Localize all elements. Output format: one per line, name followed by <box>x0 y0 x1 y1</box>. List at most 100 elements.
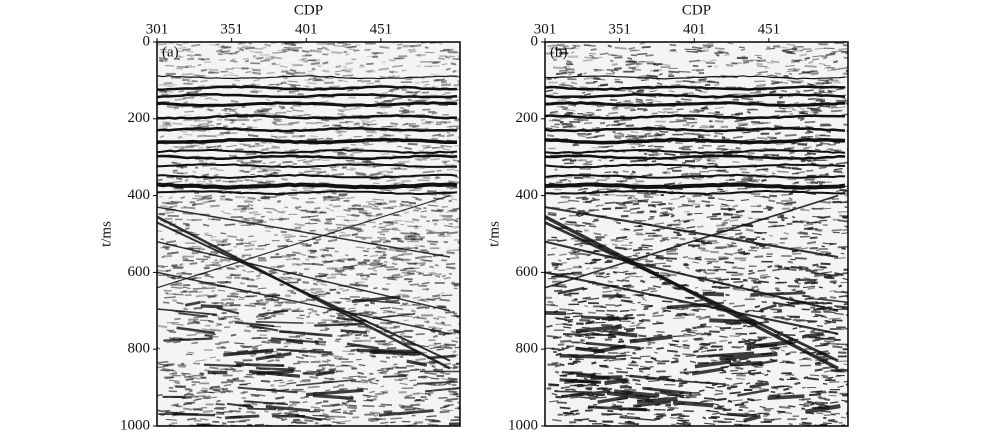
noise <box>803 376 809 380</box>
noise <box>401 88 407 92</box>
noise <box>416 271 422 274</box>
noise <box>236 349 249 353</box>
noise <box>367 218 372 222</box>
noise <box>603 275 610 279</box>
noise <box>840 281 848 284</box>
noise <box>727 400 732 403</box>
noise <box>810 72 819 76</box>
noise <box>224 223 236 227</box>
noise <box>804 64 817 68</box>
noise <box>559 308 569 311</box>
noise <box>372 315 378 318</box>
noise <box>552 118 561 122</box>
noise <box>269 169 281 172</box>
event-segment <box>406 359 428 367</box>
noise <box>391 70 398 74</box>
noise <box>210 98 218 101</box>
noise <box>247 196 256 200</box>
noise <box>559 363 565 367</box>
noise <box>614 271 625 274</box>
noise <box>392 64 404 68</box>
noise <box>812 58 820 61</box>
noise <box>668 72 673 76</box>
noise <box>401 271 412 275</box>
noise <box>686 50 699 54</box>
noise <box>548 46 559 49</box>
noise <box>176 57 180 61</box>
noise <box>346 168 354 171</box>
noise <box>792 181 800 185</box>
noise <box>445 97 453 101</box>
noise <box>367 70 376 74</box>
noise <box>347 307 356 310</box>
noise <box>392 255 399 259</box>
noise <box>731 345 741 349</box>
noise <box>452 69 457 73</box>
noise <box>335 415 346 419</box>
noise <box>560 105 569 109</box>
noise <box>584 386 593 390</box>
noise <box>396 249 407 253</box>
noise <box>649 154 655 157</box>
noise <box>164 42 176 45</box>
noise <box>840 416 847 419</box>
noise <box>683 219 690 224</box>
noise <box>435 327 443 330</box>
reflector <box>157 114 458 120</box>
noise <box>600 69 605 72</box>
dipping-event <box>157 195 451 289</box>
noise <box>303 113 312 116</box>
noise <box>836 106 846 109</box>
event-segment <box>256 369 294 376</box>
noise <box>670 84 681 86</box>
noise <box>387 310 396 314</box>
noise <box>213 173 219 177</box>
noise <box>337 313 344 317</box>
noise <box>249 50 256 53</box>
noise <box>289 148 299 152</box>
noise <box>322 249 330 252</box>
noise <box>389 87 400 92</box>
noise <box>814 81 821 84</box>
noise <box>265 299 276 302</box>
noise <box>377 230 389 234</box>
noise <box>358 283 369 288</box>
noise <box>597 104 605 108</box>
noise <box>185 378 194 381</box>
noise <box>695 239 705 243</box>
noise <box>166 83 178 86</box>
noise <box>807 286 816 290</box>
noise <box>716 49 724 52</box>
noise <box>351 214 360 217</box>
noise <box>331 51 342 54</box>
y-tick-label: 0 <box>143 33 151 49</box>
noise <box>363 143 374 146</box>
noise <box>720 203 728 206</box>
noise <box>809 331 820 334</box>
noise <box>264 226 274 229</box>
noise <box>446 397 459 401</box>
noise <box>413 187 420 190</box>
noise <box>198 57 205 61</box>
noise <box>721 223 726 226</box>
noise <box>681 329 688 332</box>
noise <box>756 83 767 87</box>
noise <box>444 345 451 349</box>
noise <box>799 231 808 235</box>
noise <box>298 171 305 175</box>
noise <box>443 404 450 408</box>
noise <box>331 319 339 323</box>
noise <box>838 284 843 288</box>
noise <box>650 356 657 361</box>
noise <box>699 400 709 403</box>
noise <box>411 309 416 313</box>
noise <box>159 195 163 198</box>
event-segment <box>276 348 333 354</box>
noise <box>223 109 228 112</box>
noise <box>372 260 381 263</box>
noise <box>229 118 234 122</box>
noise <box>220 240 227 243</box>
noise <box>710 250 719 254</box>
noise <box>682 80 695 83</box>
noise <box>441 383 447 386</box>
